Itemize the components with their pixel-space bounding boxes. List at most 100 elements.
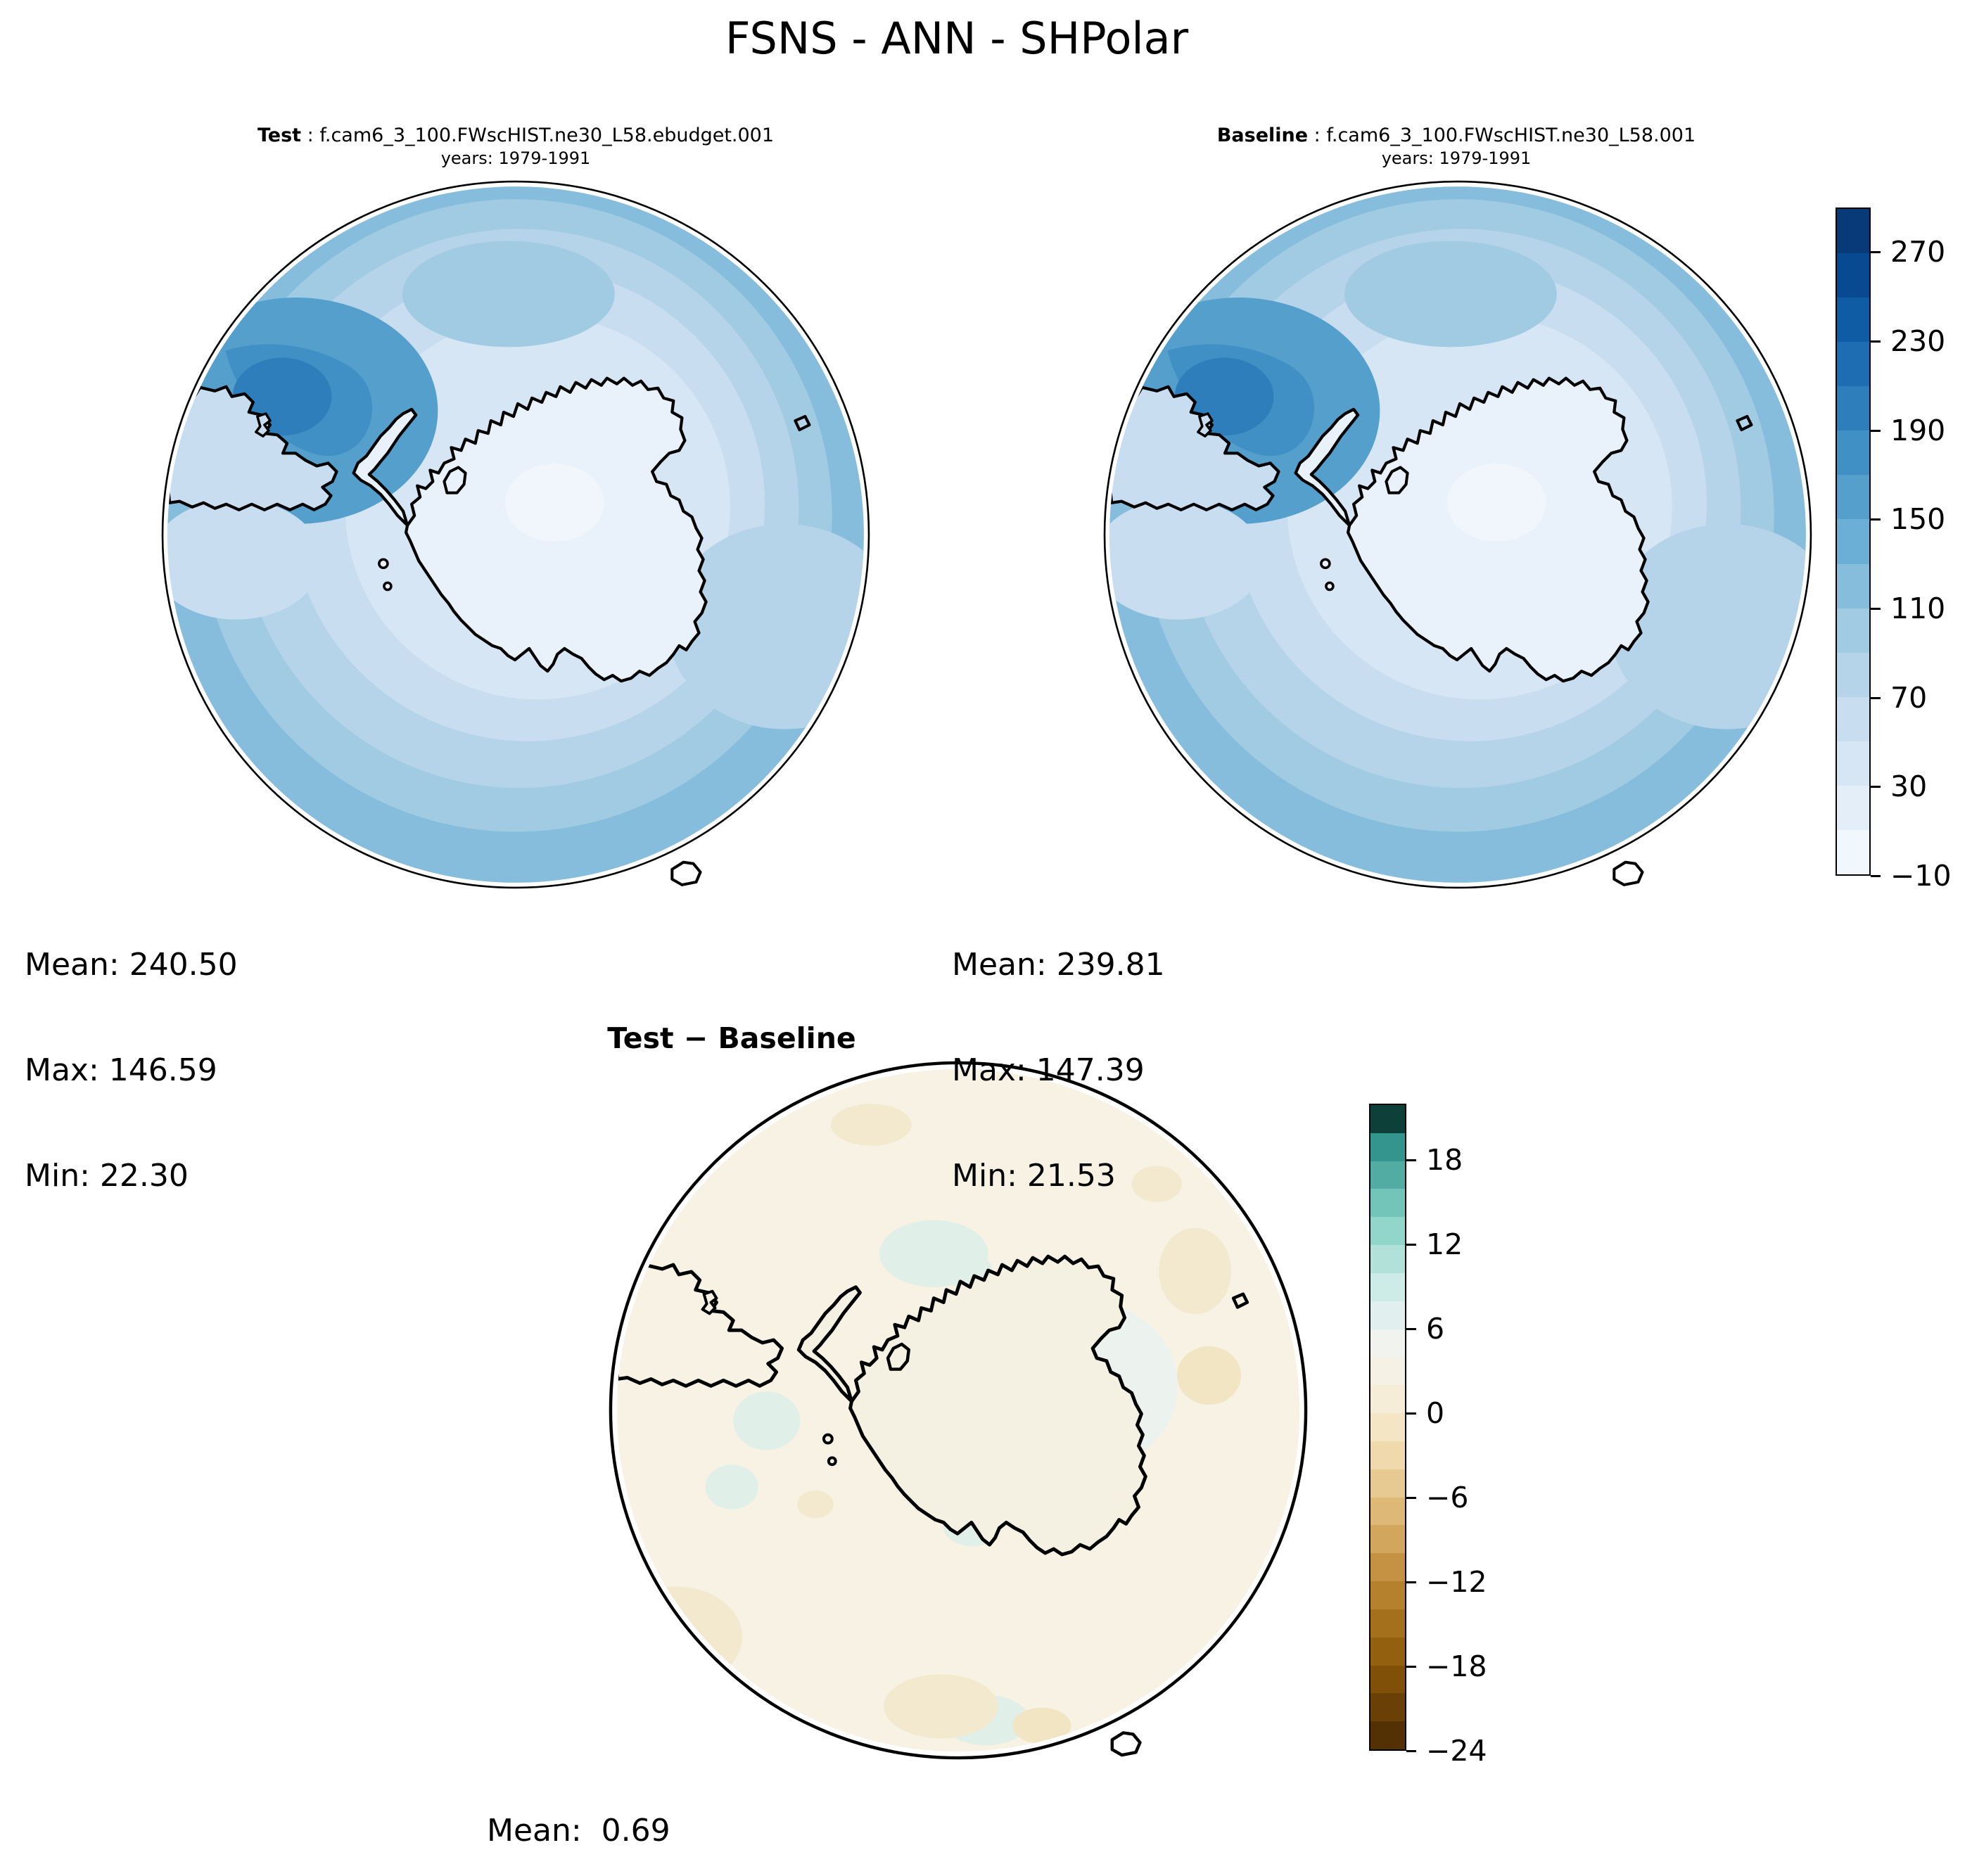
colorbar-tick-label: 12 [1426, 1227, 1463, 1261]
colorbar-segment [1370, 1469, 1405, 1498]
colorbar-tick-label: 18 [1426, 1143, 1463, 1177]
colorbar-tick [1406, 1244, 1416, 1246]
colorbar-segment [1837, 785, 1869, 830]
colorbar-tick [1406, 1159, 1416, 1161]
colorbar-segment [1370, 1132, 1405, 1161]
flux-colorbar: 270 230 190 150 110 70 30 −10 [1836, 208, 1972, 893]
baseline-case-line: Baseline : f.cam6_3_100.FWscHIST.ne30_L5… [1105, 124, 1808, 148]
colorbar-segment [1370, 1581, 1405, 1609]
colorbar-segment [1837, 829, 1869, 874]
figure-title: FSNS - ANN - SHPolar [725, 13, 1189, 64]
colorbar-segment [1837, 209, 1869, 254]
colorbar-segment [1370, 1105, 1405, 1133]
colorbar-segment [1837, 342, 1869, 387]
colorbar-tick [1871, 608, 1881, 610]
colorbar-segment [1837, 652, 1869, 697]
colorbar-segment [1837, 430, 1869, 476]
baseline-label: Baseline [1216, 125, 1309, 146]
map-svg [161, 180, 870, 889]
colorbar-segment [1370, 1665, 1405, 1694]
map-svg [1103, 180, 1812, 889]
colorbar-segment [1370, 1721, 1405, 1750]
colorbar-tick-label: 0 [1426, 1396, 1445, 1430]
colorbar-tick-label: 6 [1426, 1312, 1445, 1346]
colorbar-tick [1406, 1666, 1416, 1668]
colorbar-tick [1871, 340, 1881, 343]
baseline-min: Min: 21.53 [952, 1158, 1116, 1194]
colorbar-segment [1837, 519, 1869, 564]
colorbar-segment [1370, 1189, 1405, 1218]
colorbar-segment [1370, 1525, 1405, 1554]
colorbar-tick [1871, 786, 1881, 789]
colorbar-tick-label: 110 [1890, 592, 1946, 625]
colorbar-segment [1370, 1245, 1405, 1273]
colorbar-segment [1370, 1413, 1405, 1441]
baseline-map [1100, 177, 1815, 892]
baseline-years: years: 1979-1991 [1381, 148, 1532, 168]
colorbar-segment [1837, 563, 1869, 608]
colorbar-bar [1369, 1104, 1406, 1751]
test-years: years: 1979-1991 [440, 148, 591, 168]
colorbar-segment [1370, 1637, 1405, 1666]
colorbar-segment [1370, 1609, 1405, 1638]
colorbar-segment [1837, 386, 1869, 431]
colorbar-segment [1370, 1161, 1405, 1189]
test-map [158, 177, 873, 892]
colorbar-tick-label: 150 [1890, 502, 1946, 537]
colorbar-segment [1837, 741, 1869, 786]
colorbar-tick-label: 270 [1890, 235, 1946, 269]
colorbar-tick-label: 70 [1890, 680, 1928, 715]
diff-colorbar: 18 12 6 0 −6 −12 −18 −24 [1369, 1104, 1506, 1768]
diff-title: Test − Baseline [607, 1021, 856, 1055]
colorbar-tick-label: −10 [1890, 859, 1952, 893]
colorbar-tick [1406, 1497, 1416, 1499]
colorbar-tick-label: 30 [1890, 770, 1928, 804]
colorbar-segment [1370, 1272, 1405, 1301]
colorbar-tick-label: −18 [1426, 1650, 1487, 1683]
test-case-line: Test : f.cam6_3_100.FWscHIST.ne30_L58.eb… [164, 124, 867, 148]
colorbar-segment [1370, 1441, 1405, 1469]
colorbar-tick-label: 190 [1890, 413, 1946, 447]
colorbar-tick-label: 230 [1890, 324, 1946, 358]
baseline-max: Max: 147.39 [952, 1052, 1145, 1088]
colorbar-tick-label: −12 [1426, 1565, 1487, 1599]
colorbar-segment [1370, 1497, 1405, 1526]
diff-map [606, 1059, 1310, 1762]
colorbar-segment [1370, 1385, 1405, 1414]
colorbar-segment [1837, 696, 1869, 741]
baseline-mean: Mean: 239.81 [952, 947, 1165, 983]
colorbar-tick [1406, 1581, 1416, 1583]
colorbar-tick [1871, 696, 1881, 699]
colorbar-segment [1370, 1217, 1405, 1246]
colorbar-tick [1406, 1328, 1416, 1330]
baseline-subtitle: Baseline : f.cam6_3_100.FWscHIST.ne30_L5… [1105, 124, 1808, 169]
colorbar-segment [1837, 298, 1869, 343]
colorbar-segment [1370, 1301, 1405, 1329]
test-subtitle: Test : f.cam6_3_100.FWscHIST.ne30_L58.eb… [164, 124, 867, 169]
test-stats: Mean: 240.50 Max: 146.59 Min: 22.30 [25, 877, 238, 1264]
colorbar-segment [1837, 253, 1869, 298]
colorbar-segment [1370, 1329, 1405, 1358]
colorbar-tick [1406, 1412, 1416, 1415]
colorbar-tick [1406, 1750, 1416, 1752]
colorbar-segment [1370, 1693, 1405, 1722]
colorbar-segment [1370, 1357, 1405, 1386]
test-min: Min: 22.30 [25, 1158, 189, 1194]
test-run: : f.cam6_3_100.FWscHIST.ne30_L58.ebudget… [301, 125, 775, 146]
test-label: Test [257, 125, 302, 146]
colorbar-tick-label: −6 [1426, 1481, 1469, 1514]
colorbar-tick [1871, 875, 1881, 877]
colorbar-segment [1837, 608, 1869, 653]
colorbar-segment [1837, 475, 1869, 520]
test-mean: Mean: 240.50 [25, 947, 238, 983]
baseline-stats: Mean: 239.81 Max: 147.39 Min: 21.53 [952, 877, 1165, 1264]
map-svg [609, 1061, 1308, 1760]
baseline-run: : f.cam6_3_100.FWscHIST.ne30_L58.001 [1308, 125, 1696, 146]
diff-mean: Mean: 0.69 [487, 1813, 670, 1849]
colorbar-tick [1871, 429, 1881, 432]
colorbar-tick-label: −24 [1426, 1734, 1487, 1768]
colorbar-tick [1871, 251, 1881, 254]
colorbar-tick [1871, 518, 1881, 521]
colorbar-segment [1370, 1553, 1405, 1582]
